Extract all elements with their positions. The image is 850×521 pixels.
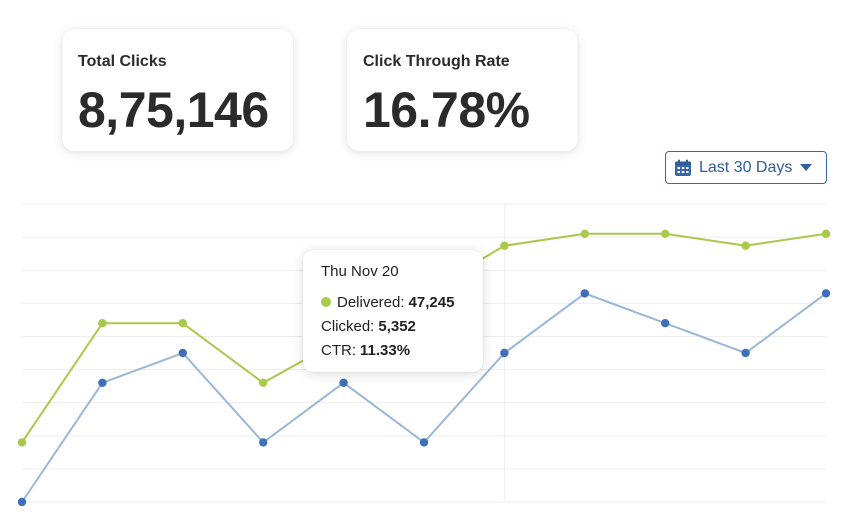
clicked-point[interactable] <box>339 378 348 387</box>
clicked-point[interactable] <box>17 497 27 507</box>
delivered-point[interactable] <box>821 229 831 238</box>
clicked-point[interactable] <box>741 348 750 358</box>
clicked-point[interactable] <box>419 438 429 447</box>
tooltip-ctr-value: 11.33% <box>360 341 411 359</box>
tooltip-clicked-value: 5,352 <box>378 317 416 335</box>
delivered-point[interactable] <box>500 241 509 250</box>
total-clicks-card: Total Clicks 8,75,146 <box>62 29 293 151</box>
tooltip-clicked-row: Clicked: 5,352 <box>321 314 465 338</box>
clicked-point[interactable] <box>98 378 107 387</box>
clicked-point[interactable] <box>178 348 187 358</box>
calendar-icon <box>675 159 691 176</box>
clicked-point[interactable] <box>259 438 268 447</box>
delivered-point[interactable] <box>661 229 670 238</box>
click-through-rate-value: 16.78% <box>363 82 530 138</box>
total-clicks-label: Total Clicks <box>78 53 167 70</box>
clicked-point[interactable] <box>580 289 589 298</box>
clicked-point[interactable] <box>821 289 831 298</box>
tooltip-delivered-label: Delivered: <box>337 293 405 311</box>
delivered-point[interactable] <box>741 241 750 250</box>
tooltip-delivered-row: Delivered: 47,245 <box>321 290 465 314</box>
date-range-dropdown[interactable]: Last 30 Days <box>665 151 827 184</box>
delivered-point[interactable] <box>178 319 187 328</box>
tooltip-ctr-row: CTR: 11.33% <box>321 338 465 362</box>
date-range-label: Last 30 Days <box>699 158 793 176</box>
delivered-point[interactable] <box>17 438 27 447</box>
tooltip-ctr-label: CTR: <box>321 341 356 359</box>
tooltip-delivered-value: 47,245 <box>408 293 455 311</box>
tooltip-date: Thu Nov 20 <box>321 263 399 280</box>
caret-down-icon <box>800 164 813 171</box>
clicked-point[interactable] <box>661 319 670 328</box>
delivered-legend-dot <box>321 297 331 307</box>
tooltip-clicked-label: Clicked: <box>321 317 375 335</box>
total-clicks-value: 8,75,146 <box>78 82 269 138</box>
delivered-point[interactable] <box>259 378 268 387</box>
delivered-point[interactable] <box>580 229 589 238</box>
click-through-rate-label: Click Through Rate <box>363 53 510 70</box>
chart-tooltip: Thu Nov 20 Delivered: 47,245 Clicked: 5,… <box>303 250 483 372</box>
clicked-point[interactable] <box>500 348 509 358</box>
click-through-rate-card: Click Through Rate 16.78% <box>347 29 578 151</box>
delivered-point[interactable] <box>98 319 107 328</box>
